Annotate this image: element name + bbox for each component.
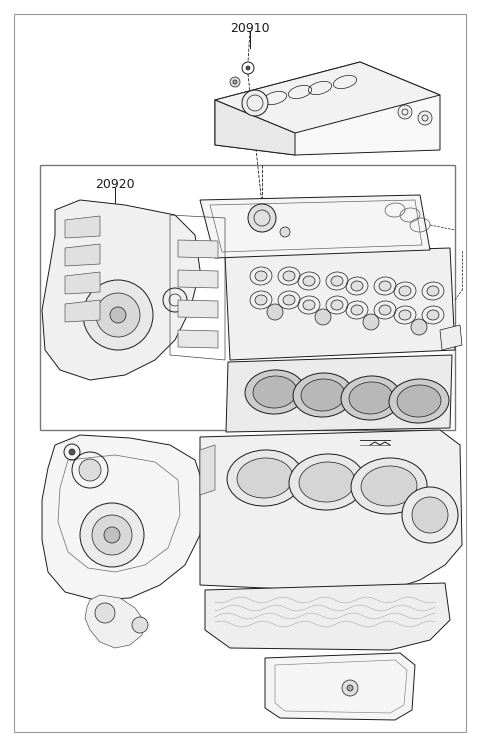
Ellipse shape [255, 271, 267, 281]
Circle shape [230, 77, 240, 87]
Circle shape [92, 515, 132, 555]
Ellipse shape [301, 379, 345, 411]
Text: 20910: 20910 [230, 22, 270, 35]
Ellipse shape [351, 305, 363, 315]
Circle shape [242, 90, 268, 116]
Polygon shape [215, 62, 440, 155]
Circle shape [267, 304, 283, 320]
Ellipse shape [379, 281, 391, 291]
Ellipse shape [303, 300, 315, 310]
Ellipse shape [399, 310, 411, 320]
Ellipse shape [289, 454, 365, 510]
Ellipse shape [283, 271, 295, 281]
Polygon shape [265, 653, 415, 720]
Circle shape [246, 66, 250, 70]
Circle shape [80, 503, 144, 567]
Polygon shape [226, 355, 452, 432]
Polygon shape [178, 300, 218, 318]
Circle shape [248, 204, 276, 232]
Circle shape [132, 617, 148, 633]
Polygon shape [200, 430, 462, 592]
Ellipse shape [253, 376, 297, 408]
Polygon shape [178, 240, 218, 258]
Ellipse shape [427, 286, 439, 296]
Circle shape [411, 319, 427, 335]
Ellipse shape [255, 295, 267, 305]
Ellipse shape [351, 281, 363, 291]
Ellipse shape [331, 276, 343, 286]
Ellipse shape [351, 458, 427, 514]
Polygon shape [65, 244, 100, 266]
Ellipse shape [397, 385, 441, 417]
Circle shape [412, 497, 448, 533]
Ellipse shape [283, 295, 295, 305]
Circle shape [402, 487, 458, 543]
Text: 20920: 20920 [95, 178, 135, 191]
Polygon shape [440, 325, 462, 350]
Polygon shape [85, 595, 145, 648]
Circle shape [104, 527, 120, 543]
Circle shape [69, 449, 75, 455]
Ellipse shape [361, 466, 417, 506]
Circle shape [363, 314, 379, 330]
Ellipse shape [399, 286, 411, 296]
Circle shape [110, 307, 126, 323]
Ellipse shape [245, 370, 305, 414]
Polygon shape [65, 216, 100, 238]
Ellipse shape [303, 276, 315, 286]
Polygon shape [215, 62, 440, 133]
Ellipse shape [341, 376, 401, 420]
Circle shape [342, 680, 358, 696]
Polygon shape [178, 330, 218, 348]
Polygon shape [225, 248, 455, 360]
Circle shape [418, 111, 432, 125]
Ellipse shape [237, 458, 293, 498]
Ellipse shape [299, 462, 355, 502]
Ellipse shape [349, 382, 393, 414]
Polygon shape [65, 300, 100, 322]
Polygon shape [42, 200, 200, 380]
Circle shape [280, 227, 290, 237]
Ellipse shape [379, 305, 391, 315]
Circle shape [233, 80, 237, 84]
Polygon shape [65, 272, 100, 294]
Polygon shape [42, 435, 205, 600]
Polygon shape [215, 100, 295, 155]
Ellipse shape [389, 379, 449, 423]
Circle shape [79, 459, 101, 481]
Polygon shape [200, 445, 215, 495]
Ellipse shape [227, 450, 303, 506]
Polygon shape [205, 583, 450, 650]
Circle shape [347, 685, 353, 691]
Ellipse shape [293, 373, 353, 417]
Circle shape [95, 603, 115, 623]
Polygon shape [178, 270, 218, 288]
Circle shape [83, 280, 153, 350]
Circle shape [315, 309, 331, 325]
Circle shape [96, 293, 140, 337]
Ellipse shape [331, 300, 343, 310]
Polygon shape [200, 195, 430, 258]
Circle shape [398, 105, 412, 119]
Ellipse shape [427, 310, 439, 320]
